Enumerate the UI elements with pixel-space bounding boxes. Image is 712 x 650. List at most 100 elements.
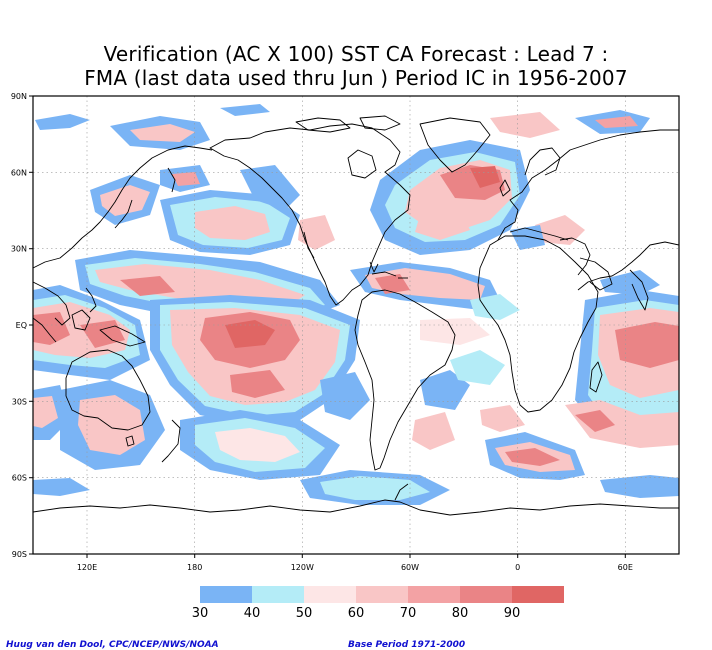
coast-sumatra — [33, 317, 57, 343]
lat-label-eq: EQ — [16, 321, 27, 330]
latitude-labels: 90N 60N 30N EQ 30S 60S 90S — [11, 92, 27, 559]
shade-npac-west-pink — [100, 185, 150, 216]
shade-natl-dark — [470, 166, 500, 188]
shade-satl-blue — [420, 370, 470, 410]
shade-aus-west-pink — [33, 396, 58, 428]
shade-spac-southernmost-lb — [320, 476, 430, 500]
legend-swatch-40 — [252, 586, 304, 603]
legend-label-60: 60 — [348, 606, 365, 621]
shade-spac-central-pink — [215, 428, 300, 462]
shade-eq-atl-pink — [420, 318, 490, 345]
coast-madagascar — [589, 361, 603, 393]
lon-label-120e: 120E — [77, 563, 97, 572]
shade-ctpac-red2 — [230, 370, 285, 398]
coast-scandinavia — [524, 147, 561, 176]
coast-borneo — [71, 309, 91, 331]
shade-satl-lightblue — [450, 350, 505, 385]
coast-south-america — [354, 289, 456, 471]
shade-gulf-alaska — [240, 165, 300, 210]
lat-label-30s: 30S — [12, 397, 27, 406]
legend-swatch-80 — [460, 586, 512, 603]
legend-swatch-70 — [408, 586, 460, 603]
coast-new-guinea — [99, 325, 146, 347]
shade-spac-west-pink — [78, 395, 145, 455]
shade-gulf-alaska-pink — [298, 215, 335, 250]
coast-antarctic-peninsula — [394, 483, 409, 501]
coast-india — [629, 269, 649, 311]
credit-base-period: Base Period 1971-2000 — [348, 640, 466, 650]
shade-trop-atl-red — [375, 274, 410, 294]
shade-subtrop-np-red — [120, 276, 175, 296]
coast-africa — [477, 235, 599, 413]
legend-swatch-50 — [304, 586, 356, 603]
legend-label-50: 50 — [296, 606, 313, 621]
lat-label-30n: 30N — [11, 245, 27, 254]
legend-label-30: 30 — [192, 606, 209, 621]
lon-label-180: 180 — [187, 563, 202, 572]
shade-arctic-atlantic — [490, 112, 560, 138]
shade-ctpac-dark — [225, 320, 275, 348]
shade-satl-pink2 — [480, 405, 525, 432]
lat-label-90n: 90N — [11, 92, 27, 101]
coast-tasmania — [125, 435, 135, 447]
coast-mediterranean — [509, 227, 569, 241]
legend-swatch-30 — [200, 586, 252, 603]
coast-canadian-arch — [295, 115, 401, 133]
coast-arabia — [579, 257, 613, 291]
coast-north-america — [209, 123, 411, 306]
shade-arctic-bering-pink — [130, 124, 195, 142]
shade-so-africa-red — [505, 448, 560, 466]
coast-baja — [303, 231, 315, 259]
coast-new-zealand — [161, 419, 181, 463]
legend-swatch-90 — [512, 586, 564, 603]
legend-label-40: 40 — [244, 606, 261, 621]
color-legend: 30 40 50 60 70 80 90 — [192, 586, 564, 621]
title-line-1: Verification (AC X 100) SST CA Forecast … — [103, 42, 609, 66]
shade-natl-west — [415, 210, 470, 240]
legend-label-90: 90 — [504, 606, 521, 621]
map-title: Verification (AC X 100) SST CA Forecast … — [0, 42, 712, 90]
shade-satl-pink — [412, 412, 455, 450]
shade-southern-left — [33, 478, 90, 496]
shade-southern-right — [600, 475, 679, 498]
coast-greenland — [419, 117, 491, 173]
shade-arctic-canada — [220, 104, 270, 116]
shade-subtrop-np-pink — [95, 264, 305, 306]
shade-io-south-red — [575, 410, 615, 432]
correlation-shading — [33, 104, 679, 505]
lat-label-90s: 90S — [12, 550, 27, 559]
legend-swatch-60 — [356, 586, 408, 603]
lon-label-60w: 60W — [401, 563, 419, 572]
title-line-2: FMA (last data used thru Jun ) Period IC… — [84, 66, 628, 90]
shade-npac-aleut-pink — [172, 172, 200, 186]
lat-label-60n: 60N — [11, 168, 27, 177]
shade-arctic-west — [35, 114, 90, 130]
coast-kamchatka — [167, 167, 176, 193]
coast-eurasia — [497, 129, 679, 291]
coast-cuba — [371, 271, 397, 277]
coast-east-asia — [33, 145, 213, 269]
tick-marks — [29, 95, 626, 558]
lon-label-60e: 60E — [618, 563, 633, 572]
coast-hudson — [347, 149, 377, 179]
lat-label-60s: 60S — [12, 474, 27, 483]
legend-label-80: 80 — [452, 606, 469, 621]
shade-npac-pink — [195, 206, 270, 240]
longitude-labels: 120E 180 120W 60W 0 60E — [77, 563, 633, 572]
credit-author: Huug van den Dool, CPC/NCEP/NWS/NOAA — [6, 640, 219, 650]
coast-florida — [369, 261, 379, 273]
lon-label-120w: 120W — [291, 563, 314, 572]
coast-britain — [499, 179, 511, 197]
coast-antarctica — [33, 499, 679, 516]
shade-arctic-east-pink — [595, 116, 638, 128]
coast-japan — [114, 199, 133, 229]
coast-philippines — [85, 287, 97, 313]
shade-natl-east — [535, 215, 585, 245]
shade-spac-east-blue — [320, 372, 370, 420]
legend-label-70: 70 — [400, 606, 417, 621]
shade-eq-atl — [470, 294, 520, 320]
coast-indochina — [33, 281, 71, 326]
coastlines — [33, 115, 679, 516]
shade-io-red — [615, 322, 679, 368]
